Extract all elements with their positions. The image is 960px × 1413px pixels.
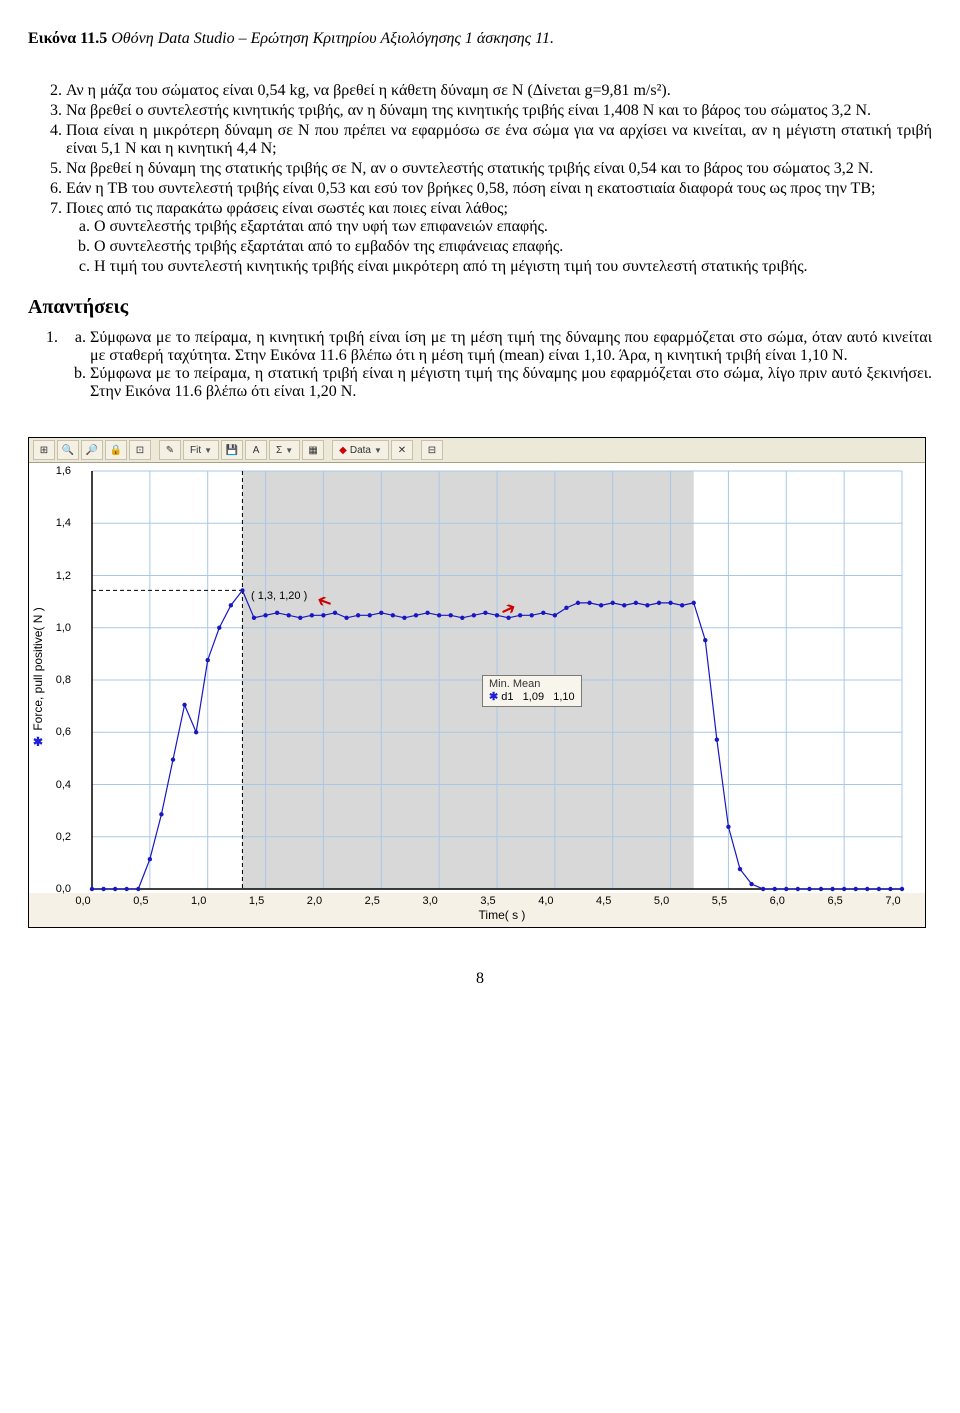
peak-point-label: ( 1,3, 1,20 ) (251, 590, 307, 602)
answer-1-sublist: Σύμφωνα με το πείραμα, η κινητική τριβή … (62, 329, 932, 401)
chevron-down-icon: ▼ (285, 446, 293, 455)
tool-text-icon[interactable]: A (245, 440, 267, 460)
tool-zoomout-icon[interactable]: 🔎 (81, 440, 103, 460)
q5-text: Να βρεθεί η δύναμη της στατικής τριβής σ… (66, 160, 873, 177)
tool-fit-button[interactable]: Fit▼ (183, 440, 219, 460)
tool-pencil-icon[interactable]: ✎ (159, 440, 181, 460)
tool-sigma-button[interactable]: Σ▼ (269, 440, 300, 460)
chevron-down-icon: ▼ (374, 446, 382, 455)
question-5: Να βρεθεί η δύναμη της στατικής τριβής σ… (66, 160, 932, 178)
question-list: Αν η μάζα του σώματος είναι 0,54 kg, να … (28, 82, 932, 276)
answer-1a: Σύμφωνα με το πείραμα, η κινητική τριβή … (90, 329, 932, 365)
tool-lock-icon[interactable]: 🔒 (105, 440, 127, 460)
q7-sublist: Ο συντελεστής τριβής εξαρτάται από την υ… (66, 218, 932, 276)
legend-header: Min. Mean (489, 678, 575, 690)
q7c: Η τιμή του συντελεστή κινητικής τριβής ε… (94, 258, 932, 276)
q7b: Ο συντελεστής τριβής εξαρτάται από το εμ… (94, 238, 932, 256)
tool-save-icon[interactable]: 💾 (221, 440, 243, 460)
tool-select-icon[interactable]: ⊡ (129, 440, 151, 460)
y-axis-label: ✱ Force, pull positive( N ) (29, 463, 47, 893)
question-2: Αν η μάζα του σώματος είναι 0,54 kg, να … (66, 82, 932, 100)
stats-legend[interactable]: Min. Mean ✱ d1 1,09 1,10 (482, 675, 582, 707)
question-3: Να βρεθεί ο συντελεστής κινητικής τριβής… (66, 102, 932, 120)
legend-row: ✱ d1 1,09 1,10 (489, 690, 575, 703)
x-axis-ticks: Time( s ) 0,00,51,01,52,02,53,03,54,04,5… (79, 893, 925, 927)
y-axis-ticks: 0,00,20,40,60,81,01,21,41,6 (47, 463, 75, 893)
q3-text: Να βρεθεί ο συντελεστής κινητικής τριβής… (66, 102, 871, 119)
tool-table-icon[interactable]: ▦ (302, 440, 324, 460)
caption-italic: Οθόνη Data Studio – Ερώτηση Κριτηρίου Αξ… (107, 30, 554, 47)
question-6: Εάν η ΤΒ του συντελεστή τριβής είναι 0,5… (66, 180, 932, 198)
answer-1: Σύμφωνα με το πείραμα, η κινητική τριβή … (62, 329, 932, 401)
tool-zoomin-icon[interactable]: 🔍 (57, 440, 79, 460)
answer-1b: Σύμφωνα με το πείραμα, η στατική τριβή ε… (90, 365, 932, 401)
question-7: Ποιες από τις παρακάτω φράσεις είναι σωσ… (66, 200, 932, 276)
figure-caption: Εικόνα 11.5 Οθόνη Data Studio – Ερώτηση … (28, 30, 932, 48)
answers-list: Σύμφωνα με το πείραμα, η κινητική τριβή … (28, 329, 932, 401)
chart-panel: ⊞ 🔍 🔎 🔒 ⊡ ✎ Fit▼ 💾 A Σ▼ ▦ ◆Data▼ ✕ ⊟ ✱ F… (28, 437, 926, 928)
tool-data-button[interactable]: ◆Data▼ (332, 440, 389, 460)
page-number: 8 (28, 970, 932, 988)
q7-text: Ποιες από τις παρακάτω φράσεις είναι σωσ… (66, 200, 508, 217)
question-4: Ποια είναι η μικρότερη δύναμη σε Ν που π… (66, 122, 932, 158)
plot-area: ✱ Force, pull positive( N ) 0,00,20,40,6… (29, 463, 925, 893)
q6-text: Εάν η ΤΒ του συντελεστή τριβής είναι 0,5… (66, 180, 875, 197)
tool-delete-icon[interactable]: ✕ (391, 440, 413, 460)
answers-heading: Απαντήσεις (28, 296, 932, 319)
q2-text: Αν η μάζα του σώματος είναι 0,54 kg, να … (66, 82, 671, 99)
tool-options-icon[interactable]: ⊟ (421, 440, 443, 460)
q7a: Ο συντελεστής τριβής εξαρτάται από την υ… (94, 218, 932, 236)
chart-toolbar: ⊞ 🔍 🔎 🔒 ⊡ ✎ Fit▼ 💾 A Σ▼ ▦ ◆Data▼ ✕ ⊟ (29, 438, 925, 463)
q4-text: Ποια είναι η μικρότερη δύναμη σε Ν που π… (66, 122, 932, 157)
chevron-down-icon: ▼ (204, 446, 212, 455)
caption-bold: Εικόνα 11.5 (28, 30, 107, 47)
tool-grid-icon[interactable]: ⊞ (33, 440, 55, 460)
